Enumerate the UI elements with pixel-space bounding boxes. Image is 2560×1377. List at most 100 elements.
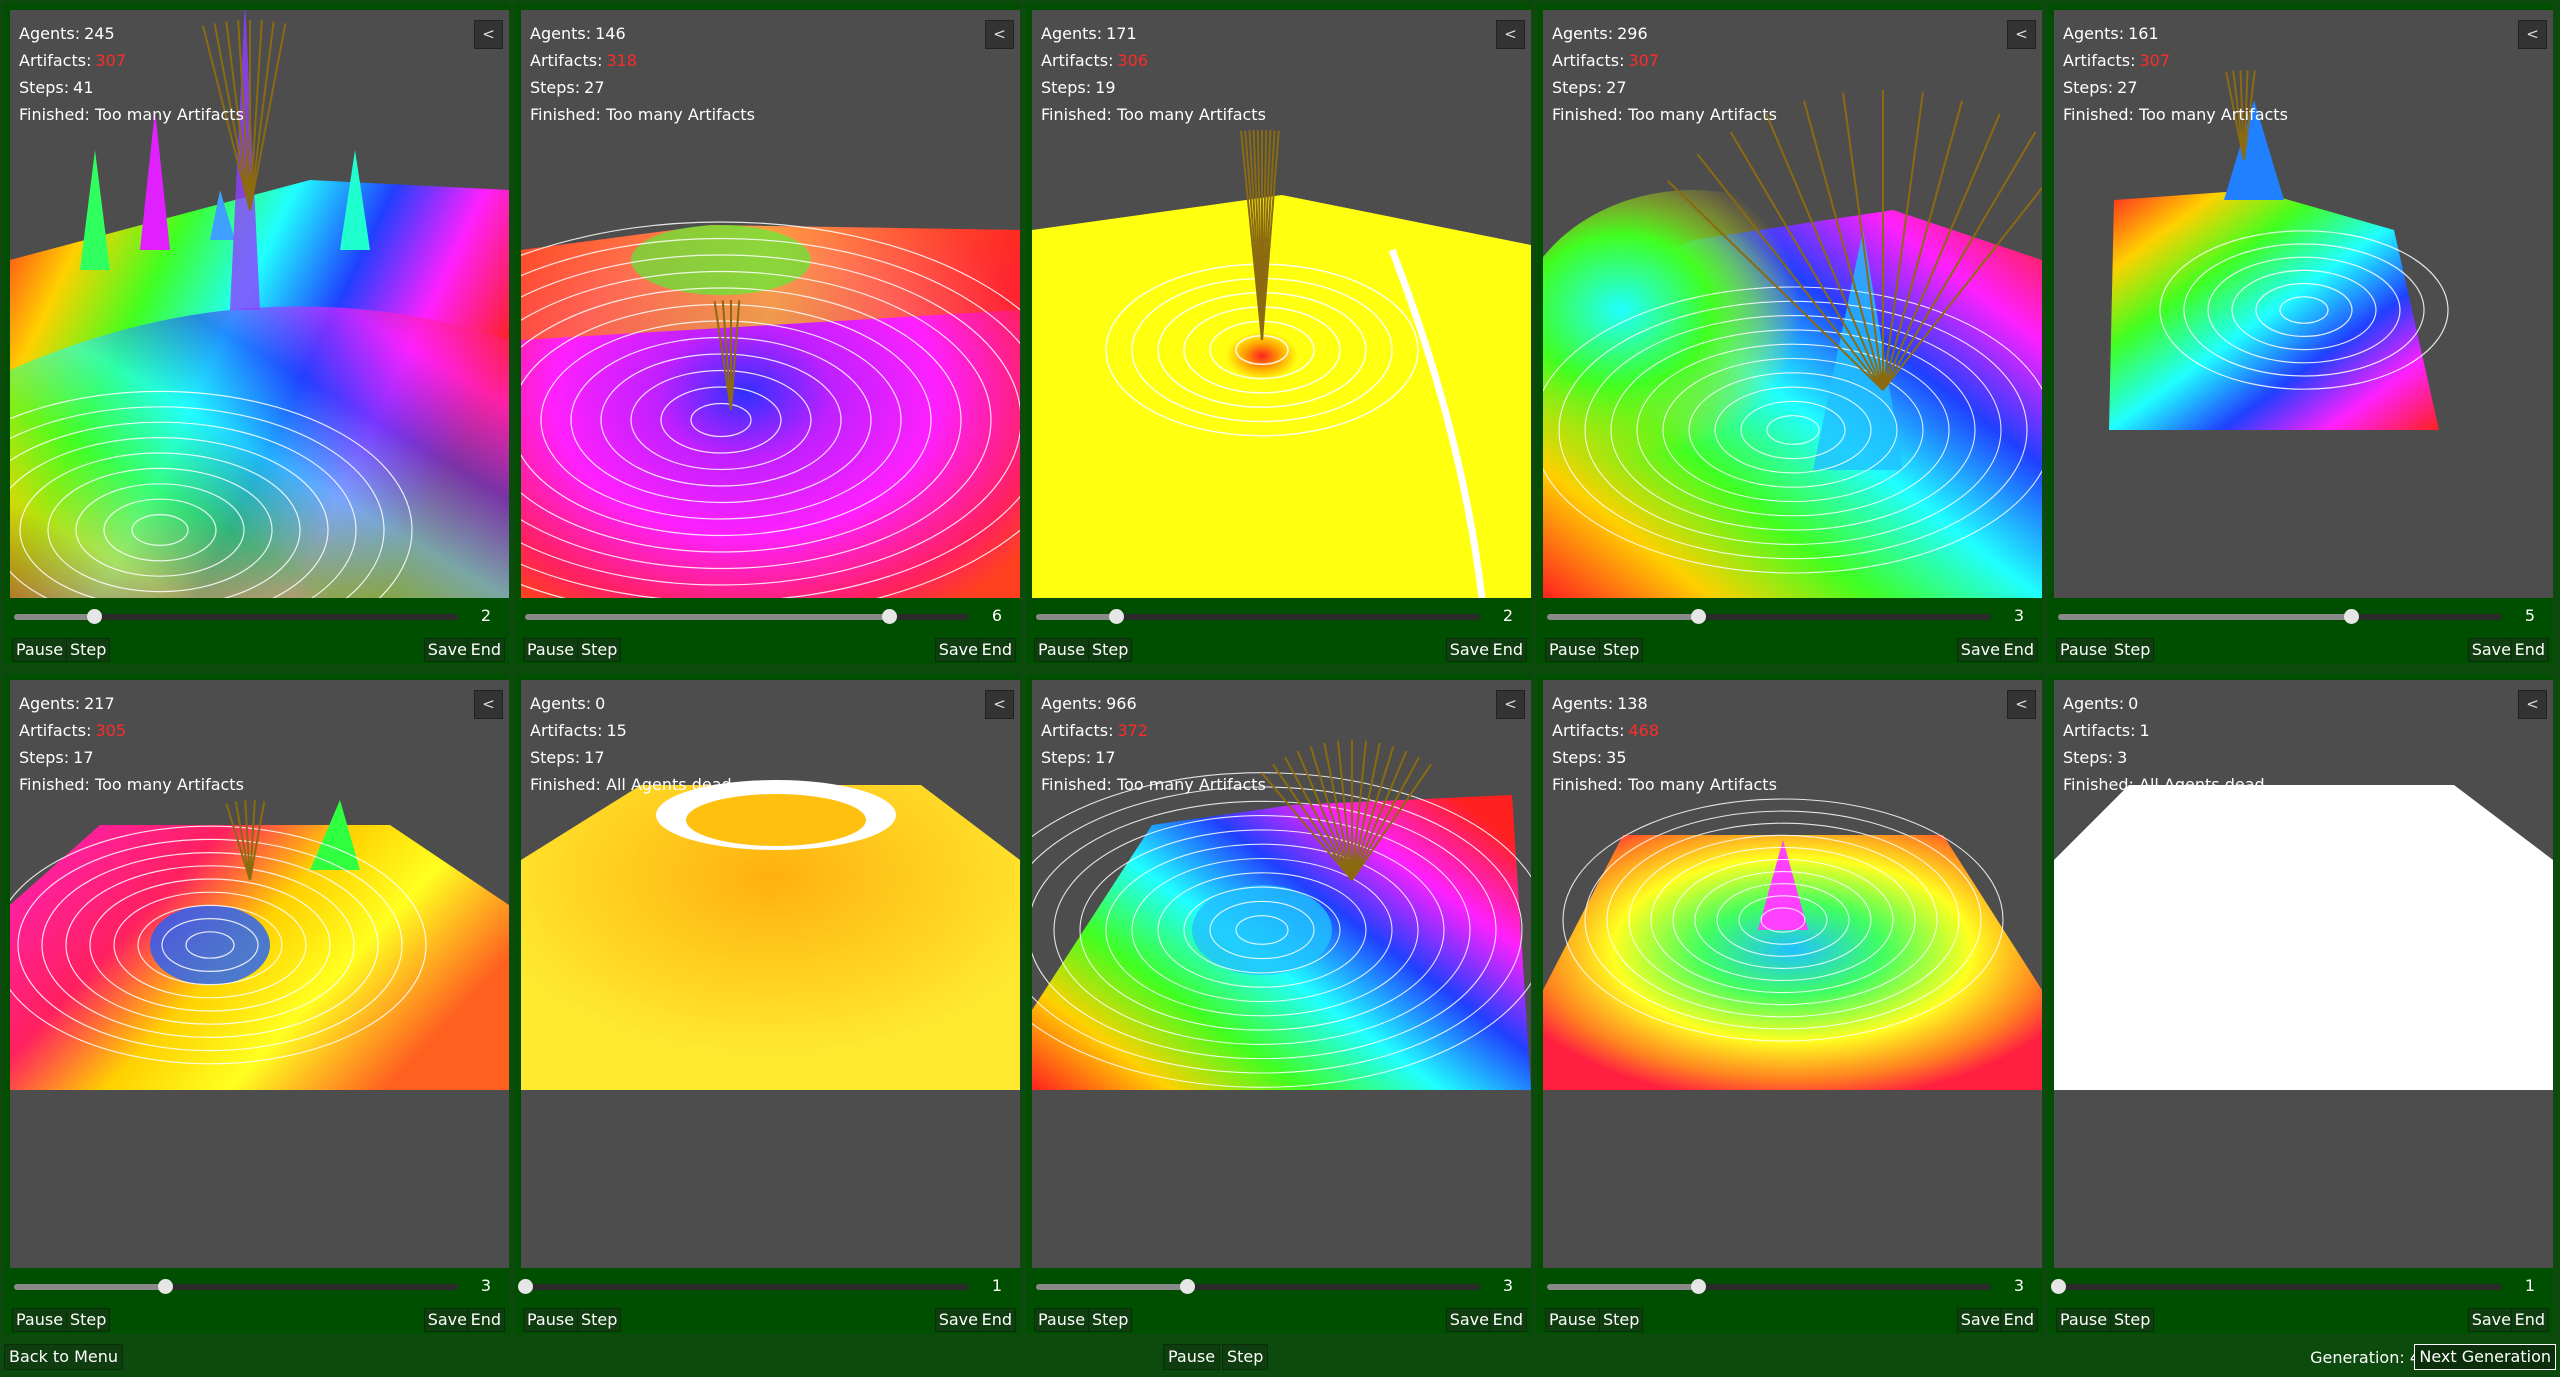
collapse-button[interactable]: <	[474, 690, 503, 719]
terrain-viewport[interactable]: Agents: 0 Artifacts: 15 Steps: 17 Finished:…	[521, 680, 1020, 1268]
slider-thumb[interactable]	[86, 609, 102, 624]
finished-status: Finished: Too many Artifacts	[530, 105, 755, 124]
terrain-viewport[interactable]: Agents: 217 Artifacts: 305 Steps: 17 Finish…	[10, 680, 509, 1268]
speed-slider[interactable]	[14, 1279, 458, 1294]
pause-button[interactable]: Pause	[1034, 638, 1090, 662]
speed-slider[interactable]	[525, 609, 969, 624]
end-button[interactable]: End	[1488, 638, 1527, 662]
agents-value: 217	[84, 694, 115, 713]
slider-thumb[interactable]	[1179, 1279, 1195, 1294]
pause-button[interactable]: Pause	[1034, 1308, 1090, 1332]
slider-thumb[interactable]	[882, 609, 898, 624]
step-button[interactable]: Step	[577, 638, 622, 662]
slider-thumb[interactable]	[1690, 1279, 1706, 1294]
collapse-button[interactable]: <	[2518, 20, 2547, 49]
end-button[interactable]: End	[1999, 638, 2038, 662]
end-button[interactable]: End	[1999, 1308, 2038, 1332]
collapse-button[interactable]: <	[985, 20, 1014, 49]
pause-button[interactable]: Pause	[523, 1308, 579, 1332]
collapse-button[interactable]: <	[2518, 690, 2547, 719]
slider-thumb[interactable]	[157, 1279, 173, 1294]
steps-value: 27	[2117, 78, 2138, 97]
pause-button[interactable]: Pause	[2056, 638, 2112, 662]
next-generation-button[interactable]: Next Generation	[2414, 1344, 2556, 1370]
terrain-render	[2054, 785, 2553, 1090]
speed-slider[interactable]	[14, 609, 458, 624]
save-button[interactable]: Save	[934, 1308, 982, 1332]
save-button[interactable]: Save	[423, 638, 471, 662]
pause-button[interactable]: Pause	[12, 1308, 68, 1332]
pause-button[interactable]: Pause	[2056, 1308, 2112, 1332]
save-button[interactable]: Save	[2467, 1308, 2515, 1332]
step-button[interactable]: Step	[2110, 638, 2155, 662]
step-button[interactable]: Step	[1599, 1308, 1644, 1332]
back-to-menu-button[interactable]: Back to Menu	[4, 1344, 124, 1370]
global-step-button[interactable]: Step	[1222, 1344, 1269, 1370]
simulation-panel: Agents: 296 Artifacts: 307 Steps: 27 Finish…	[1537, 4, 2042, 664]
end-button[interactable]: End	[977, 1308, 1016, 1332]
terrain-viewport[interactable]: Agents: 296 Artifacts: 307 Steps: 27 Finish…	[1543, 10, 2042, 598]
slider-value: 5	[2524, 606, 2535, 625]
end-button[interactable]: End	[977, 638, 1016, 662]
slider-thumb[interactable]	[1108, 609, 1124, 624]
step-button[interactable]: Step	[66, 1308, 111, 1332]
terrain-viewport[interactable]: Agents: 146 Artifacts: 318 Steps: 27 Finish…	[521, 10, 1020, 598]
speed-slider[interactable]	[518, 1279, 969, 1294]
slider-thumb[interactable]	[1690, 609, 1706, 624]
save-button[interactable]: Save	[423, 1308, 471, 1332]
terrain-viewport[interactable]: Agents: 245 Artifacts: 307 Steps: 41 Finish…	[10, 10, 509, 598]
save-button[interactable]: Save	[1445, 638, 1493, 662]
collapse-button[interactable]: <	[2007, 690, 2036, 719]
slider-thumb[interactable]	[2344, 609, 2360, 624]
collapse-button[interactable]: <	[1496, 20, 1525, 49]
terrain-render	[1032, 130, 1531, 598]
end-button[interactable]: End	[2510, 1308, 2549, 1332]
artifacts-label: Artifacts:	[2063, 51, 2136, 70]
pause-button[interactable]: Pause	[1545, 1308, 1601, 1332]
save-button[interactable]: Save	[1445, 1308, 1493, 1332]
simulation-panel: Agents: 0 Artifacts: 1 Steps: 3 Finished: A…	[2048, 674, 2553, 1334]
steps-value: 17	[584, 748, 605, 767]
save-button[interactable]: Save	[2467, 638, 2515, 662]
step-button[interactable]: Step	[66, 638, 111, 662]
speed-slider[interactable]	[1036, 1279, 1480, 1294]
step-button[interactable]: Step	[1088, 638, 1133, 662]
collapse-button[interactable]: <	[2007, 20, 2036, 49]
speed-slider[interactable]	[2058, 609, 2502, 624]
end-button[interactable]: End	[1488, 1308, 1527, 1332]
speed-slider[interactable]	[1547, 609, 1991, 624]
slider-track	[2058, 1284, 2502, 1290]
end-button[interactable]: End	[466, 1308, 505, 1332]
terrain-viewport[interactable]: Agents: 138 Artifacts: 468 Steps: 35 Finish…	[1543, 680, 2042, 1268]
slider-thumb[interactable]	[2051, 1279, 2066, 1294]
slider-thumb[interactable]	[518, 1279, 533, 1294]
collapse-button[interactable]: <	[1496, 690, 1525, 719]
step-button[interactable]: Step	[2110, 1308, 2155, 1332]
pause-button[interactable]: Pause	[523, 638, 579, 662]
terrain-viewport[interactable]: Agents: 0 Artifacts: 1 Steps: 3 Finished: A…	[2054, 680, 2553, 1268]
terrain-viewport[interactable]: Agents: 966 Artifacts: 372 Steps: 17 Finish…	[1032, 680, 1531, 1268]
collapse-button[interactable]: <	[985, 690, 1014, 719]
save-button[interactable]: Save	[1956, 638, 2004, 662]
collapse-button[interactable]: <	[474, 20, 503, 49]
end-button[interactable]: End	[2510, 638, 2549, 662]
terrain-viewport[interactable]: Agents: 171 Artifacts: 306 Steps: 19 Finish…	[1032, 10, 1531, 598]
step-button[interactable]: Step	[1088, 1308, 1133, 1332]
simulation-panel: Agents: 217 Artifacts: 305 Steps: 17 Finish…	[4, 674, 509, 1334]
save-button[interactable]: Save	[934, 638, 982, 662]
end-button[interactable]: End	[466, 638, 505, 662]
stats-panel: Agents: 245 Artifacts: 307 Steps: 41 Finish…	[19, 20, 244, 128]
agents-label: Agents:	[1552, 694, 1614, 713]
finished-status: Finished: Too many Artifacts	[19, 105, 244, 124]
pause-button[interactable]: Pause	[12, 638, 68, 662]
step-button[interactable]: Step	[1599, 638, 1644, 662]
speed-slider[interactable]	[2051, 1279, 2502, 1294]
step-button[interactable]: Step	[577, 1308, 622, 1332]
terrain-viewport[interactable]: Agents: 161 Artifacts: 307 Steps: 27 Finish…	[2054, 10, 2553, 598]
speed-slider[interactable]	[1547, 1279, 1991, 1294]
speed-slider[interactable]	[1036, 609, 1480, 624]
agents-value: 138	[1617, 694, 1648, 713]
pause-button[interactable]: Pause	[1545, 638, 1601, 662]
global-pause-button[interactable]: Pause	[1163, 1344, 1221, 1370]
save-button[interactable]: Save	[1956, 1308, 2004, 1332]
